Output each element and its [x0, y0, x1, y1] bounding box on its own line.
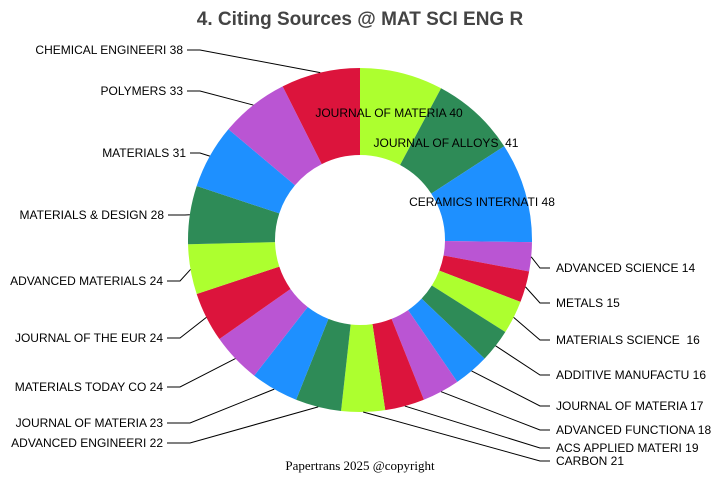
slice-label-10: CARBON 21 [556, 454, 624, 468]
slice-2 [431, 146, 532, 243]
leader-line-3 [530, 256, 550, 269]
slice-10 [341, 324, 386, 412]
slice-label-9: ACS APPLIED MATERI 19 [556, 441, 699, 455]
slice-17 [196, 129, 295, 214]
slice-14 [196, 266, 291, 340]
slice-label-12: JOURNAL OF MATERIA 23 [16, 416, 164, 430]
leader-line-5 [513, 316, 550, 341]
slice-label-3: ADVANCED SCIENCE 14 [556, 261, 695, 275]
leader-line-17 [190, 152, 210, 157]
slice-label-14: JOURNAL OF THE EUR 24 [15, 331, 163, 345]
slice-label-0: JOURNAL OF MATERIA 40 [315, 106, 463, 120]
slice-label-1: JOURNAL OF ALLOYS 41 [374, 136, 519, 150]
slice-7 [408, 298, 485, 382]
slice-18 [228, 86, 322, 186]
slice-label-19: CHEMICAL ENGINEERI 38 [35, 43, 183, 57]
slice-label-17: MATERIALS 31 [102, 146, 186, 160]
leader-line-13 [167, 358, 236, 388]
slice-13 [219, 288, 308, 376]
slice-5 [431, 270, 521, 333]
slice-label-5: MATERIALS SCIENCE 16 [556, 333, 700, 347]
slice-labels: JOURNAL OF MATERIA 40 JOURNAL OF ALLOYS 4… [10, 43, 711, 468]
slice-9 [372, 318, 424, 411]
leader-line-6 [495, 345, 550, 376]
leader-line-12 [167, 388, 275, 424]
leader-line-18 [187, 90, 254, 106]
slices [187, 68, 532, 412]
footer-copyright: Papertrans 2025 @copyright [285, 458, 435, 473]
slice-label-11: ADVANCED ENGINEERI 22 [11, 436, 163, 450]
leader-line-15 [167, 269, 191, 282]
slice-label-13: MATERIALS TODAY CO 24 [15, 380, 164, 394]
slice-4 [439, 255, 530, 302]
slice-6 [421, 285, 506, 359]
slice-label-16: MATERIALS & DESIGN 28 [20, 208, 165, 222]
leader-line-10 [363, 411, 550, 462]
slice-15 [188, 242, 280, 294]
leader-line-8 [440, 391, 550, 431]
leader-line-7 [471, 370, 550, 407]
slice-8 [391, 310, 458, 400]
slice-16 [187, 186, 280, 245]
leader-line-11 [167, 406, 319, 444]
slice-label-2: CERAMICS INTERNATI 48 [409, 195, 555, 209]
leader-line-19 [187, 49, 321, 74]
leader-line-9 [404, 405, 550, 449]
slice-0 [360, 68, 442, 166]
slice-label-7: JOURNAL OF MATERIA 17 [556, 399, 704, 413]
slice-label-4: METALS 15 [556, 296, 620, 310]
slice-label-8: ADVANCED FUNCTIONA 18 [556, 423, 711, 437]
slice-19 [282, 68, 360, 165]
slice-1 [400, 88, 505, 194]
slice-label-15: ADVANCED MATERIALS 24 [10, 274, 163, 288]
leader-line-14 [167, 316, 207, 339]
slice-12 [254, 307, 329, 400]
leader-lines [167, 49, 550, 462]
chart-title: 4. Citing Sources @ MAT SCI ENG R [197, 9, 524, 30]
leader-line-4 [525, 286, 550, 304]
slice-label-18: POLYMERS 33 [101, 84, 184, 98]
slice-3 [443, 241, 532, 272]
slice-11 [296, 318, 351, 411]
slice-label-6: ADDITIVE MANUFACTU 16 [556, 368, 706, 382]
